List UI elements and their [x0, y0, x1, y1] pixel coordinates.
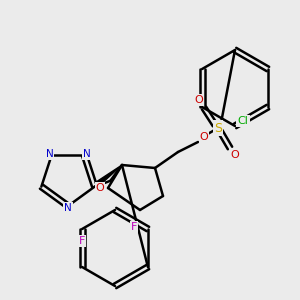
- Polygon shape: [95, 165, 122, 187]
- Text: Cl: Cl: [238, 116, 248, 126]
- Text: O: O: [231, 150, 239, 160]
- Text: N: N: [82, 149, 90, 159]
- Text: S: S: [214, 122, 222, 134]
- Text: F: F: [79, 236, 85, 246]
- Text: O: O: [200, 132, 208, 142]
- Text: N: N: [46, 149, 53, 159]
- Text: O: O: [96, 183, 104, 193]
- Text: N: N: [64, 203, 72, 213]
- Text: O: O: [195, 95, 203, 105]
- Text: F: F: [131, 222, 137, 232]
